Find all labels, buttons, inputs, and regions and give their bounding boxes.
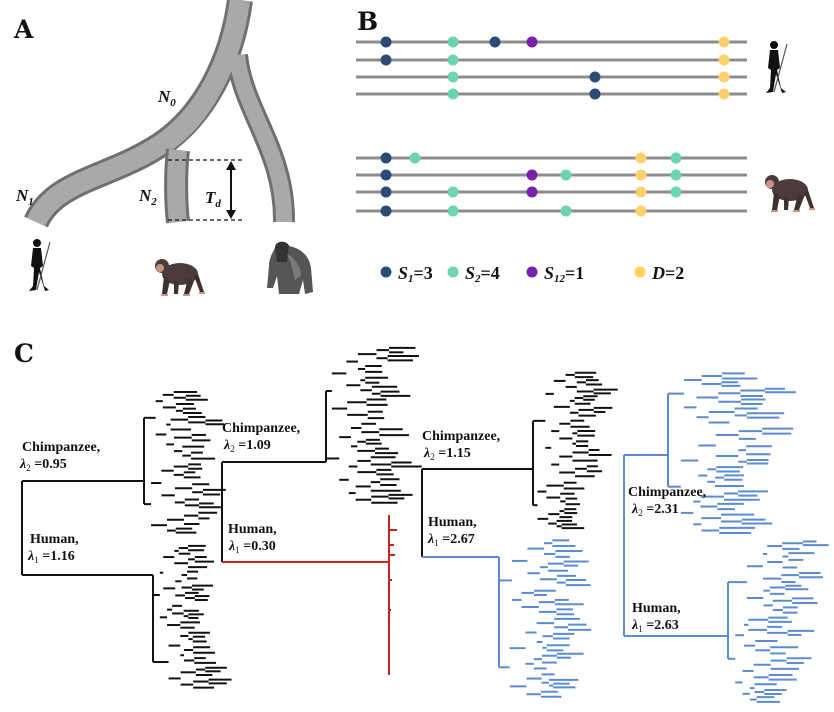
mutation-dot-s1 <box>380 205 392 217</box>
human-label: Human, <box>632 601 681 616</box>
haplotype-diagram <box>356 36 747 217</box>
mutation-dot-s2 <box>560 205 572 217</box>
mutation-dot-d <box>635 152 647 164</box>
mutation-dot-s2 <box>447 36 459 48</box>
gorilla-icon <box>267 241 313 294</box>
lambda-value: λ1 =1.16 <box>27 549 75 565</box>
mutation-dot-s1 <box>589 88 601 100</box>
genealogy-tree: Chimpanzee, λ2 =1.15 Human, λ1 =2.67 <box>421 371 618 698</box>
mutation-dot-s2 <box>447 186 459 198</box>
legend-dot-s1 <box>380 266 392 278</box>
lambda-value: λ1 =2.67 <box>427 532 475 548</box>
mutation-legend: S1=3 S2=4 S12=1 D=2 <box>380 263 684 285</box>
legend-dot-s2 <box>447 266 459 278</box>
mutation-dot-s1 <box>380 186 392 198</box>
mutation-dot-d <box>718 71 730 83</box>
mutation-dot-s1 <box>589 71 601 83</box>
panel-label-a: A <box>13 15 34 44</box>
genealogy-tree: Chimpanzee, λ2 =0.95 Human, λ1 =1.16 <box>19 390 232 689</box>
legend-item: S1=3 <box>398 263 433 285</box>
lambda-value: λ1 =2.63 <box>631 618 679 634</box>
mutation-dot-d <box>635 205 647 217</box>
label-n0: N0 <box>157 87 176 109</box>
mutation-dot-s12 <box>526 186 538 198</box>
human-label: Human, <box>428 515 477 530</box>
chimpanzee-icon <box>155 259 205 296</box>
chimpanzee-label: Chimpanzee, <box>422 429 500 444</box>
legend-item: S12=1 <box>544 263 584 285</box>
lambda-value: λ1 =0.30 <box>228 539 276 555</box>
lambda-value: λ2 =1.15 <box>423 446 471 462</box>
mutation-dot-s2 <box>447 54 459 66</box>
mutation-dot-s1 <box>380 169 392 181</box>
mutation-dot-s2 <box>670 169 682 181</box>
label-td: Td <box>205 188 221 210</box>
population-tree: N0 N1 N2 Td <box>15 0 296 229</box>
chimpanzee-label: Chimpanzee, <box>22 440 100 455</box>
mutation-dot-d <box>718 36 730 48</box>
mutation-dot-s1 <box>380 152 392 164</box>
mutation-dot-s2 <box>447 205 459 217</box>
mutation-dot-s2 <box>560 169 572 181</box>
legend-item: S2=4 <box>465 263 500 285</box>
mutation-dot-s1 <box>380 36 392 48</box>
mutation-dot-s12 <box>526 169 538 181</box>
panel-label-b: B <box>357 7 378 36</box>
lambda-value: λ2 =1.09 <box>223 438 271 454</box>
chimpanzee-label: Chimpanzee, <box>628 485 706 500</box>
legend-dot-s12 <box>526 266 538 278</box>
mutation-dot-d <box>635 169 647 181</box>
mutation-dot-s2 <box>670 152 682 164</box>
mutation-dot-s2 <box>409 152 421 164</box>
genealogy-tree: Chimpanzee, λ2 =2.31 Human, λ1 =2.63 <box>623 372 829 703</box>
label-n1: N1 <box>15 186 34 208</box>
label-n2: N2 <box>138 186 157 208</box>
legend-dot-d <box>634 266 646 278</box>
human-label: Human, <box>30 532 79 547</box>
mutation-dot-s2 <box>447 71 459 83</box>
human-icon <box>765 40 788 94</box>
mutation-dot-s2 <box>447 88 459 100</box>
chimpanzee-icon <box>765 175 815 212</box>
legend-item: D=2 <box>651 263 684 283</box>
human-icon <box>28 238 51 292</box>
mutation-dot-d <box>635 186 647 198</box>
mutation-dot-d <box>718 88 730 100</box>
lambda-value: λ2 =0.95 <box>19 457 67 473</box>
mutation-dot-d <box>718 54 730 66</box>
mutation-dot-s1 <box>380 54 392 66</box>
mutation-dot-s1 <box>489 36 501 48</box>
human-label: Human, <box>228 522 277 537</box>
chimpanzee-label: Chimpanzee, <box>222 421 300 436</box>
panel-label-c: C <box>14 339 34 368</box>
lambda-value: λ2 =2.31 <box>631 502 679 518</box>
mutation-dot-s12 <box>526 36 538 48</box>
genealogy-tree: Chimpanzee, λ2 =1.09 Human, λ1 =0.30 <box>221 346 422 675</box>
mutation-dot-s2 <box>670 186 682 198</box>
